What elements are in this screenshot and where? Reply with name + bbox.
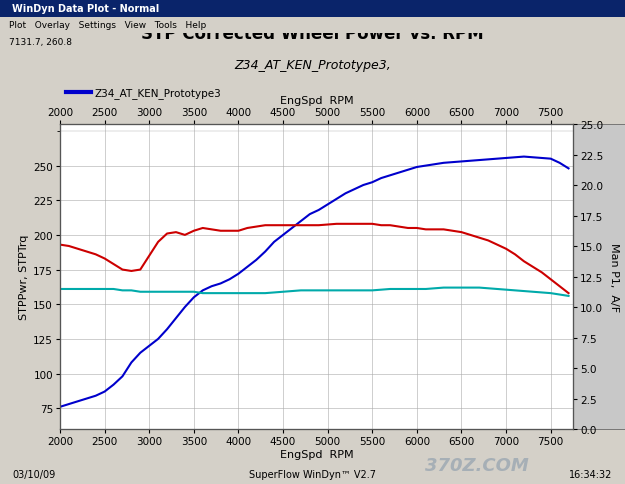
Text: 370Z.COM: 370Z.COM <box>425 456 529 474</box>
Text: 03/10/09: 03/10/09 <box>12 469 56 479</box>
Text: 7131.7, 260.8: 7131.7, 260.8 <box>9 38 72 47</box>
Text: WinDyn Data Plot - Normal: WinDyn Data Plot - Normal <box>12 4 160 14</box>
X-axis label: EngSpd  RPM: EngSpd RPM <box>280 96 353 106</box>
X-axis label: EngSpd  RPM: EngSpd RPM <box>280 449 353 459</box>
Y-axis label: STPPwr, STPTrq: STPPwr, STPTrq <box>19 234 29 319</box>
Text: Z34_AT_KEN_Prototype3,: Z34_AT_KEN_Prototype3, <box>234 59 391 72</box>
Text: STP Corrected Wheel Power vs. RPM: STP Corrected Wheel Power vs. RPM <box>141 25 484 43</box>
Y-axis label: Man P1,  A/F: Man P1, A/F <box>609 242 619 311</box>
Text: 16:34:32: 16:34:32 <box>569 469 612 479</box>
Text: Z34_AT_KEN_Prototype3: Z34_AT_KEN_Prototype3 <box>94 88 221 99</box>
Text: Plot   Overlay   Settings   View   Tools   Help: Plot Overlay Settings View Tools Help <box>9 21 207 30</box>
Text: SuperFlow WinDyn™ V2.7: SuperFlow WinDyn™ V2.7 <box>249 469 376 479</box>
